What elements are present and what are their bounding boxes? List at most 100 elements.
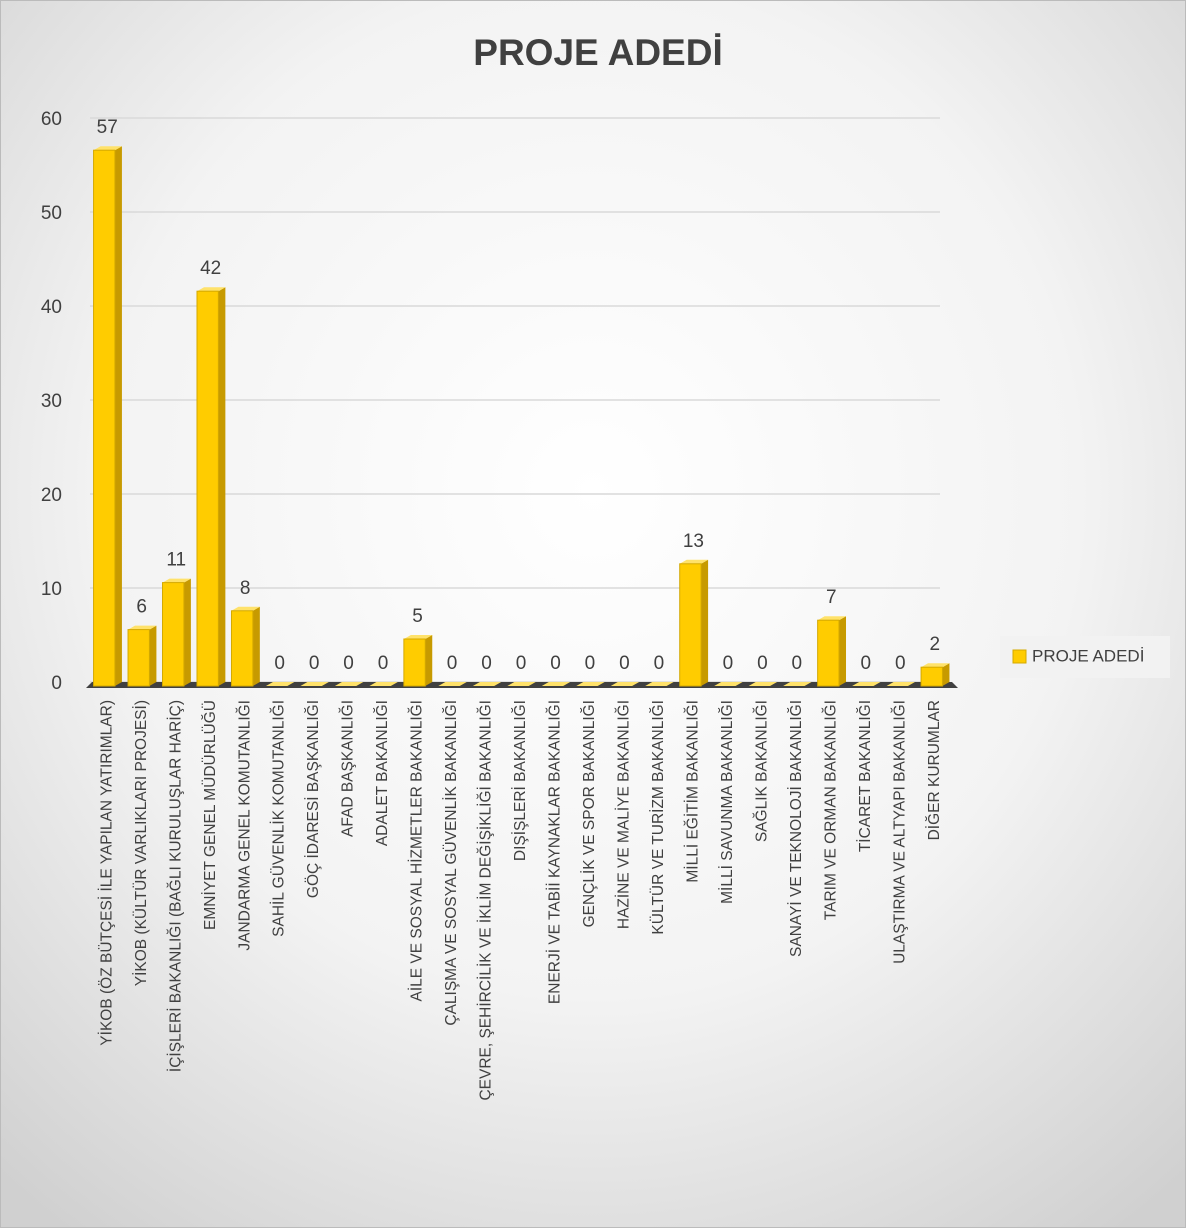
x-tick-label: DIŞİŞLERİ BAKANLIĞI (511, 700, 529, 861)
x-tick-label: GÖÇ İDARESİ BAŞKANLIĞI (304, 700, 322, 898)
bar (196, 290, 219, 687)
data-label: 7 (826, 587, 837, 608)
x-tick-label: HAZİNE VE MALİYE BAKANLIĞI (615, 700, 633, 929)
x-tick-label: TARIM VE ORMAN BAKANLIĞI (822, 700, 839, 920)
x-tick-label: MİLLİ SAVUNMA BAKANLIĞI (718, 700, 736, 904)
y-tick-label: 50 (41, 203, 62, 224)
x-tick-label: AFAD BAŞKANLIĞI (340, 700, 357, 837)
x-tick-label: ÇALIŞMA VE SOSYAL GÜVENLİK BAKANLIĞI (442, 700, 460, 1026)
legend-swatch (1012, 649, 1027, 664)
y-tick-label: 30 (41, 391, 62, 412)
bar-top (817, 616, 847, 621)
bar-top (645, 682, 674, 686)
bar-top (231, 606, 260, 611)
y-tick-label: 60 (41, 109, 62, 130)
data-label: 0 (861, 653, 872, 674)
bar-top (748, 682, 778, 686)
bar-top (714, 682, 743, 686)
y-tick-label: 20 (41, 485, 62, 506)
data-label: 5 (412, 606, 423, 627)
data-label: 13 (683, 531, 704, 552)
bar-top (369, 682, 398, 686)
bar (230, 610, 254, 687)
data-label: 42 (200, 258, 221, 279)
data-label: 0 (550, 653, 561, 674)
data-label: 0 (447, 653, 458, 674)
x-tick-label: MİLLİ EĞİTİM BAKANLIĞI (683, 700, 701, 883)
x-tick-label: KÜLTÜR VE TURİZM BAKANLIĞI (649, 700, 667, 935)
x-tick-label: AİLE VE SOSYAL HİZMETLER BAKANLIĞI (408, 700, 426, 1002)
legend-box (1000, 636, 1170, 678)
bar (679, 563, 702, 687)
y-tick-label: 10 (41, 579, 62, 600)
bar-top (610, 682, 640, 686)
y-tick-label: 40 (41, 297, 62, 318)
data-label: 6 (136, 597, 147, 618)
data-label: 0 (516, 653, 527, 674)
bar-top (576, 682, 605, 686)
x-tick-label: YİKOB (KÜLTÜR VARLIKLARI PROJESİ) (132, 700, 150, 986)
bar (162, 582, 185, 687)
data-label: 0 (723, 653, 734, 674)
bar-top (852, 682, 881, 686)
bar-top (162, 578, 191, 583)
bar-top (507, 682, 536, 686)
data-label: 0 (792, 653, 803, 674)
bar-side (701, 559, 709, 686)
bar-top (265, 682, 295, 686)
bar-top (783, 682, 812, 686)
data-label: 0 (895, 653, 906, 674)
bar (127, 629, 150, 687)
bar-top (334, 682, 364, 686)
bar-top (93, 146, 122, 151)
bar-top (438, 682, 467, 686)
bar-top (472, 682, 502, 686)
bar (920, 666, 943, 687)
x-tick-label: ENERJİ VE TABİİ KAYNAKLAR BAKANLIĞI (546, 700, 564, 1004)
x-tick-label: ADALET BAKANLIĞI (374, 700, 391, 846)
x-tick-label: GENÇLİK VE SPOR BAKANLIĞI (580, 700, 598, 927)
bar-top (679, 559, 709, 564)
bar-top (886, 682, 915, 686)
data-label: 0 (481, 653, 492, 674)
chart-title: PROJE ADEDİ (473, 32, 722, 73)
bar-top (541, 682, 571, 686)
bar (403, 638, 426, 687)
bar-side (218, 287, 226, 686)
x-tick-label: JANDARMA GENEL KOMUTANLIĞI (236, 700, 253, 951)
bar-top (300, 682, 329, 686)
data-label: 8 (240, 578, 251, 599)
data-label: 11 (166, 550, 186, 571)
x-tick-label: SAHİL GÜVENLİK KOMUTANLIĞI (270, 700, 288, 937)
x-tick-label: TİCARET BAKANLIĞI (856, 700, 874, 852)
data-label: 0 (309, 653, 320, 674)
bar-top (403, 635, 433, 639)
x-tick-label: İÇİŞLERİ BAKANLIĞI (BAĞLI KURULUŞLAR HAR… (166, 700, 184, 1072)
x-tick-label: DİĞER KURUMLAR (925, 700, 943, 840)
bar (93, 149, 116, 687)
bar-top (196, 287, 226, 292)
legend-label: PROJE ADEDİ (1032, 646, 1144, 665)
bar-top (128, 625, 157, 630)
x-tick-label: SAĞLIK BAKANLIĞI (753, 700, 770, 842)
data-label: 0 (585, 653, 596, 674)
data-label: 0 (343, 653, 354, 674)
data-label: 0 (654, 653, 665, 674)
data-label: 0 (757, 653, 768, 674)
x-tick-label: ULAŞTIRMA VE ALTYAPI BAKANLIĞI (891, 700, 908, 964)
data-label: 0 (378, 653, 389, 674)
x-tick-label: SANAYİ VE TEKNOLOJİ BAKANLIĞI (787, 700, 805, 957)
x-tick-label: YİKOB (ÖZ BÜTÇESİ İLE YAPILAN YATIRIMLAR… (97, 700, 115, 1046)
bar-top (921, 663, 950, 668)
data-label: 0 (274, 653, 285, 674)
y-tick-label: 0 (51, 673, 62, 694)
bar-side (183, 578, 191, 686)
bar (817, 619, 840, 687)
bar-side (839, 616, 847, 686)
x-tick-label: EMNİYET GENEL MÜDÜRLÜĞÜ (201, 700, 219, 930)
bar-side (252, 606, 260, 686)
bar-side (114, 146, 122, 686)
bar-side (425, 635, 433, 686)
data-label: 2 (929, 634, 940, 655)
